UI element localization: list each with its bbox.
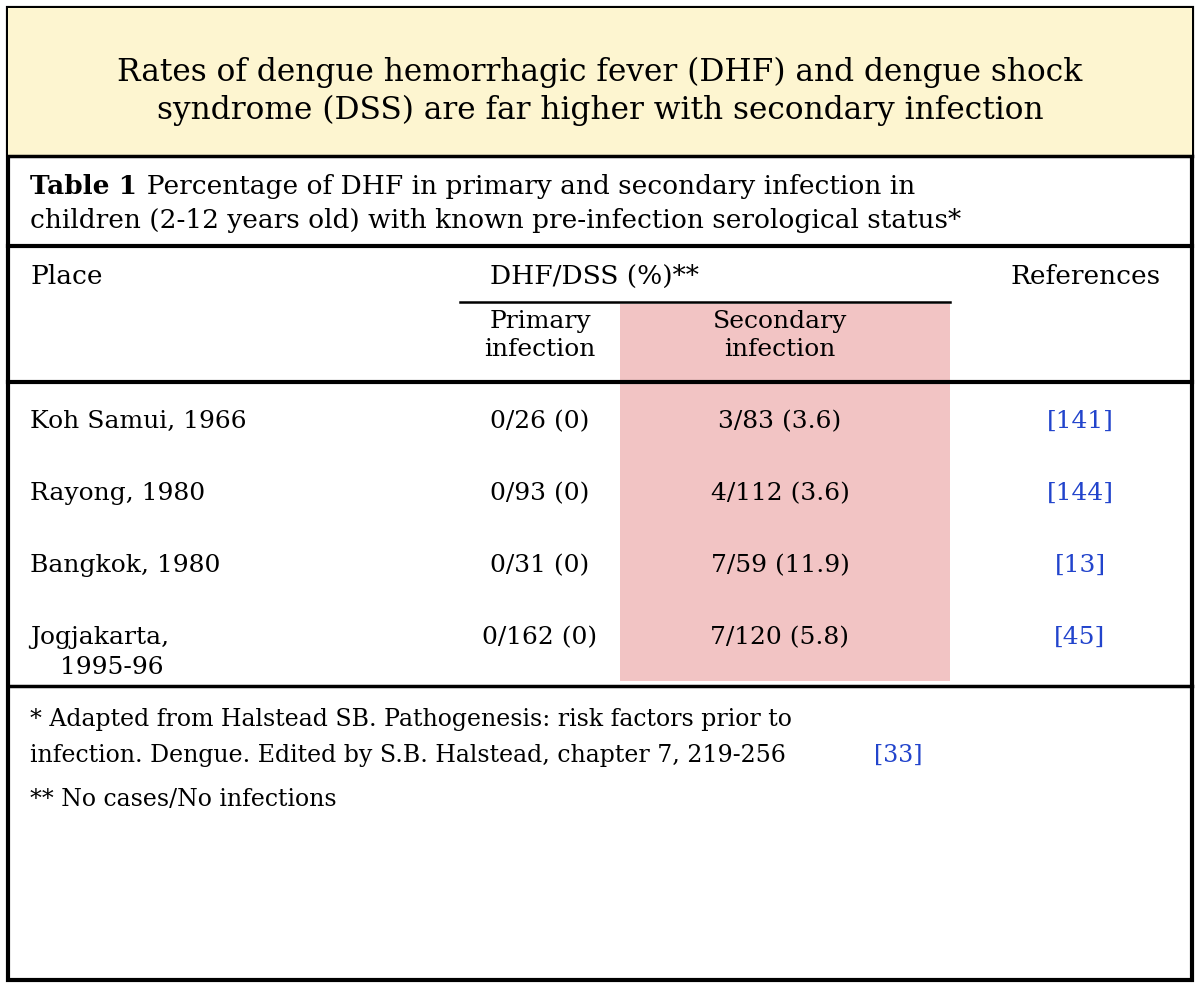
Text: 1995-96: 1995-96 bbox=[60, 656, 163, 679]
Text: DHF/DSS (%)**: DHF/DSS (%)** bbox=[490, 264, 698, 289]
Text: children (2-12 years old) with known pre-infection serological status*: children (2-12 years old) with known pre… bbox=[30, 208, 961, 233]
Text: 0/31 (0): 0/31 (0) bbox=[491, 554, 589, 577]
Text: Secondary
infection: Secondary infection bbox=[713, 310, 847, 362]
Text: Bangkok, 1980: Bangkok, 1980 bbox=[30, 554, 221, 577]
Text: 0/93 (0): 0/93 (0) bbox=[491, 482, 589, 505]
Text: [144]: [144] bbox=[1046, 482, 1114, 505]
FancyBboxPatch shape bbox=[620, 304, 950, 681]
Text: Rayong, 1980: Rayong, 1980 bbox=[30, 482, 205, 505]
Text: 4/112 (3.6): 4/112 (3.6) bbox=[710, 482, 850, 505]
Text: Rates of dengue hemorrhagic fever (DHF) and dengue shock: Rates of dengue hemorrhagic fever (DHF) … bbox=[118, 56, 1082, 88]
Text: [33]: [33] bbox=[874, 744, 923, 767]
Text: Place: Place bbox=[30, 264, 102, 289]
Text: 7/120 (5.8): 7/120 (5.8) bbox=[710, 626, 850, 649]
FancyBboxPatch shape bbox=[8, 8, 1192, 980]
Text: 0/162 (0): 0/162 (0) bbox=[482, 626, 598, 649]
Text: Table 1: Table 1 bbox=[30, 174, 137, 199]
Text: 7/59 (11.9): 7/59 (11.9) bbox=[710, 554, 850, 577]
Text: [45]: [45] bbox=[1055, 626, 1105, 649]
Text: syndrome (DSS) are far higher with secondary infection: syndrome (DSS) are far higher with secon… bbox=[157, 95, 1043, 125]
Text: Jogjakarta,: Jogjakarta, bbox=[30, 626, 169, 649]
Text: infection. Dengue. Edited by S.B. Halstead, chapter 7, 219-256: infection. Dengue. Edited by S.B. Halste… bbox=[30, 744, 793, 767]
Text: Primary
infection: Primary infection bbox=[485, 310, 595, 362]
Text: * Adapted from Halstead SB. Pathogenesis: risk factors prior to: * Adapted from Halstead SB. Pathogenesis… bbox=[30, 708, 792, 731]
Text: ** No cases/No infections: ** No cases/No infections bbox=[30, 788, 337, 811]
Text: [13]: [13] bbox=[1055, 554, 1105, 577]
FancyBboxPatch shape bbox=[8, 8, 1192, 156]
Text: Percentage of DHF in primary and secondary infection in: Percentage of DHF in primary and seconda… bbox=[130, 174, 916, 199]
Text: 3/83 (3.6): 3/83 (3.6) bbox=[719, 410, 841, 433]
Text: Koh Samui, 1966: Koh Samui, 1966 bbox=[30, 410, 247, 433]
Text: 0/26 (0): 0/26 (0) bbox=[491, 410, 589, 433]
Text: [141]: [141] bbox=[1046, 410, 1114, 433]
Text: References: References bbox=[1010, 264, 1160, 289]
